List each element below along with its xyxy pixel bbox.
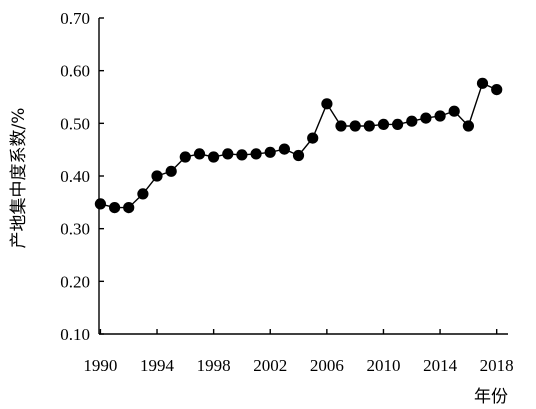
data-point-2004 [292, 149, 305, 162]
series [94, 77, 503, 214]
data-point-2008 [349, 120, 361, 132]
data-point-2016 [462, 120, 474, 132]
data-point-1996 [179, 151, 191, 163]
data-point-1995 [165, 165, 177, 177]
data-point-2012 [406, 115, 418, 127]
data-point-2009 [363, 120, 375, 132]
x-tick-label: 1990 [83, 356, 117, 375]
data-point-1994 [151, 170, 163, 182]
x-tick-label: 2010 [366, 356, 400, 375]
data-point-1990 [94, 198, 106, 210]
series-line [100, 82, 497, 209]
data-point-2006 [321, 98, 333, 110]
y-ticks: 0.10 0.20 0.30 0.40 0.50 0.60 0.70 [60, 9, 104, 344]
data-point-2005 [307, 132, 319, 144]
data-point-1991 [109, 202, 121, 214]
data-point-2011 [392, 118, 404, 130]
data-point-2018 [491, 84, 503, 96]
x-ticks: 1990 1994 1998 2002 2006 2010 2014 2018 [83, 329, 514, 375]
y-tick-label: 0.70 [60, 9, 90, 28]
x-tick-label: 1998 [197, 356, 231, 375]
data-point-2007 [335, 120, 347, 132]
data-point-2015 [448, 105, 460, 117]
data-point-2017 [476, 77, 489, 89]
y-tick-label: 0.30 [60, 220, 90, 239]
data-point-1997 [193, 148, 206, 160]
data-point-2000 [236, 149, 248, 161]
x-tick-label: 2006 [310, 356, 344, 375]
data-point-1998 [208, 151, 220, 163]
x-axis-title: 年份 [474, 387, 508, 407]
data-point-1993 [137, 188, 149, 200]
y-tick-label: 0.60 [60, 62, 90, 81]
data-point-1999 [222, 148, 234, 160]
data-point-2002 [264, 146, 276, 158]
data-point-2014 [434, 110, 446, 122]
x-tick-label: 2018 [480, 356, 514, 375]
data-point-2010 [377, 118, 390, 130]
y-tick-label: 0.50 [60, 114, 90, 133]
y-tick-label: 0.40 [60, 167, 90, 186]
y-axis-title: 产地集中度系数/% [9, 108, 29, 249]
x-tick-label: 2002 [253, 356, 287, 375]
data-point-2013 [420, 112, 432, 124]
x-tick-label: 2014 [423, 356, 458, 375]
data-point-2003 [278, 143, 290, 155]
x-tick-label: 1994 [140, 356, 175, 375]
y-tick-label: 0.20 [60, 272, 90, 291]
y-tick-label: 0.10 [60, 325, 90, 344]
data-point-1992 [123, 202, 135, 214]
data-point-2001 [250, 148, 262, 160]
